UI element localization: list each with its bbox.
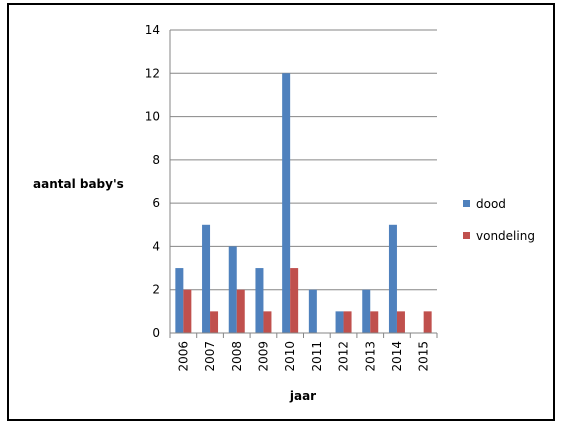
- x-tick-label: 2009: [256, 341, 270, 372]
- x-tick-label: 2012: [337, 341, 351, 372]
- bar-dood-2011: [308, 289, 317, 333]
- bars: [175, 73, 432, 334]
- y-tick-label: 8: [152, 153, 160, 167]
- bar-vondeling-2015: [423, 311, 432, 333]
- x-tick-labels: 2006 2007 2008 2009 2010 2011 2012 2013 2014 2015: [169, 333, 438, 372]
- bar-dood-2010: [282, 73, 291, 334]
- bar-dood-2006: [175, 268, 184, 333]
- y-tick-label: 12: [145, 66, 160, 80]
- legend: dood vondeling: [463, 197, 535, 243]
- y-axis-title: aantal baby's: [33, 177, 124, 191]
- bar-dood-2014: [388, 224, 397, 333]
- y-tick-label: 6: [152, 196, 160, 210]
- y-tick-label: 2: [152, 283, 160, 297]
- y-tick-label: 10: [145, 110, 160, 124]
- y-tick-labels: 0 2 4 6 8 10 12 14: [145, 23, 160, 340]
- x-tick-label: 2010: [283, 341, 297, 372]
- x-axis-title: jaar: [289, 389, 316, 403]
- chart-frame: [7, 3, 555, 421]
- bar-dood-2009: [255, 268, 264, 333]
- legend-label-vondeling: vondeling: [476, 229, 535, 243]
- x-tick-label: 2007: [203, 341, 217, 372]
- bar-dood-2007: [202, 224, 211, 333]
- y-tick-label: 4: [152, 239, 160, 253]
- x-tick-label: 2006: [176, 341, 190, 372]
- x-tick-label: 2015: [417, 341, 431, 372]
- legend-swatch-dood: [463, 200, 470, 207]
- x-tick-label: 2014: [390, 341, 404, 372]
- bar-vondeling-2007: [210, 311, 219, 333]
- bar-vondeling-2009: [263, 311, 272, 333]
- x-tick-label: 2008: [230, 341, 244, 372]
- legend-swatch-vondeling: [463, 232, 470, 239]
- bar-dood-2008: [228, 246, 237, 333]
- x-tick-label: 2013: [363, 341, 377, 372]
- x-tick-label: 2011: [310, 341, 324, 372]
- bar-vondeling-2013: [370, 311, 379, 333]
- bar-dood-2013: [362, 289, 371, 333]
- bar-vondeling-2008: [236, 289, 245, 333]
- y-tick-label: 0: [152, 326, 160, 340]
- bar-dood-2012: [335, 311, 344, 333]
- bar-vondeling-2006: [183, 289, 192, 333]
- y-tick-label: 14: [145, 23, 160, 37]
- bar-vondeling-2012: [343, 311, 352, 333]
- legend-label-dood: dood: [476, 197, 506, 211]
- bar-vondeling-2010: [290, 268, 299, 333]
- bar-vondeling-2014: [396, 311, 405, 333]
